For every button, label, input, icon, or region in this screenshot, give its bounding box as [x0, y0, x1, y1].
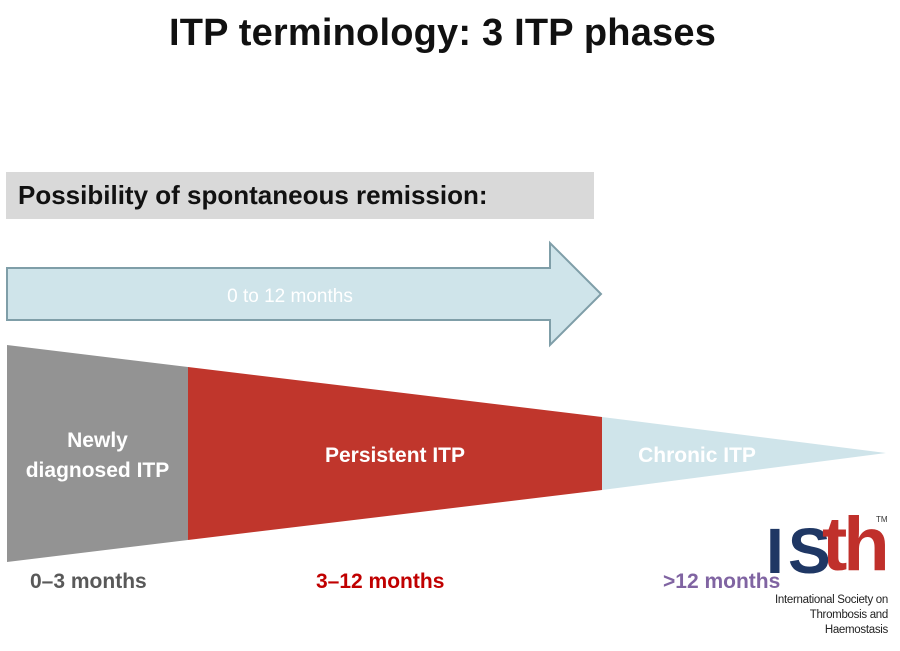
phase-segment-persistent [188, 367, 602, 540]
phase-label-chronic: Chronic ITP [638, 444, 756, 467]
logo-subtitle: International Society on Thrombosis and … [748, 593, 888, 638]
logo-subtitle-line-2: Thrombosis and Haemostasis [809, 609, 889, 636]
logo-letters-th: th [822, 502, 890, 587]
remission-header-box: Possibility of spontaneous remission: [6, 172, 594, 219]
logo-letter-s: S [788, 515, 831, 587]
duration-label-chronic: >12 months [663, 570, 781, 593]
remission-arrow [6, 240, 603, 348]
phase-label-newly-diagnosed: Newly diagnosed ITP [25, 429, 170, 482]
isth-logo: I S th TM International Society on Throm… [748, 502, 898, 637]
logo-trademark: TM [876, 515, 888, 524]
duration-label-newly-diagnosed: 0–3 months [30, 570, 147, 593]
phase-label-persistent: Persistent ITP [324, 444, 466, 467]
remission-arrow-label: 0 to 12 months [227, 286, 353, 307]
phase-segment-newly-diagnosed [7, 345, 188, 562]
page-title: ITP terminology: 3 ITP phases [168, 12, 717, 54]
remission-header-label: Possibility of spontaneous remission: [18, 180, 488, 210]
duration-label-persistent: 3–12 months [316, 570, 445, 593]
phase-segment-chronic [602, 417, 886, 490]
logo-subtitle-line-1: International Society on [775, 594, 888, 606]
logo-letter-i: I [766, 515, 784, 587]
